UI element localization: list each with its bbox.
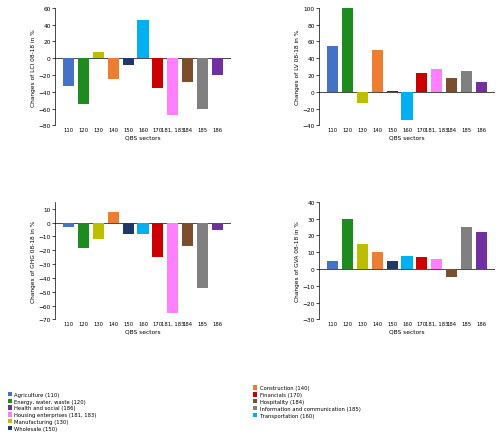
Bar — [152, 223, 164, 258]
Bar — [182, 59, 193, 82]
Y-axis label: Changes of GVA 08-18 in %: Changes of GVA 08-18 in % — [294, 221, 300, 301]
Bar — [108, 59, 119, 80]
Y-axis label: Changes of GHG 08-18 in %: Changes of GHG 08-18 in % — [30, 220, 36, 302]
Bar — [342, 219, 353, 269]
Bar — [357, 92, 368, 103]
Bar — [446, 79, 457, 92]
Bar — [431, 259, 442, 269]
Bar — [78, 59, 89, 105]
Bar — [167, 223, 178, 313]
Bar — [416, 258, 428, 269]
Bar — [402, 256, 412, 269]
Bar — [152, 59, 164, 88]
Bar — [138, 223, 148, 234]
Bar — [197, 223, 208, 288]
Bar — [446, 269, 457, 278]
Bar — [372, 51, 383, 92]
Bar — [416, 74, 428, 92]
Bar — [342, 9, 353, 92]
Bar — [78, 223, 89, 248]
Legend: Agriculture (110), Energy, water, waste (120), Health and social (186), Housing : Agriculture (110), Energy, water, waste … — [8, 392, 97, 431]
Bar — [63, 223, 74, 227]
Bar — [372, 253, 383, 269]
X-axis label: QBS sectors: QBS sectors — [125, 135, 161, 140]
Bar — [63, 59, 74, 87]
Bar — [461, 227, 472, 269]
X-axis label: QBS sectors: QBS sectors — [389, 329, 425, 334]
Bar — [431, 70, 442, 92]
Y-axis label: Changes of LCI 08-18 in %: Changes of LCI 08-18 in % — [30, 28, 36, 106]
Bar — [212, 223, 223, 230]
Bar — [476, 233, 487, 269]
Bar — [327, 46, 338, 92]
Legend: Construction (140), Financials (170), Hospitality (184), Information and communi: Construction (140), Financials (170), Ho… — [252, 385, 360, 418]
Bar — [93, 223, 104, 240]
Bar — [476, 82, 487, 92]
Y-axis label: Changes of LV 08-18 in %: Changes of LV 08-18 in % — [294, 30, 300, 105]
Bar — [108, 212, 119, 223]
Bar — [182, 223, 193, 247]
Bar — [197, 59, 208, 110]
Bar — [167, 59, 178, 116]
Bar — [212, 59, 223, 76]
Bar — [327, 261, 338, 269]
Bar — [138, 21, 148, 59]
Bar — [357, 244, 368, 269]
Bar — [402, 92, 412, 120]
Bar — [122, 59, 134, 66]
Bar — [461, 72, 472, 92]
X-axis label: QBS sectors: QBS sectors — [389, 135, 425, 140]
Bar — [93, 53, 104, 59]
Bar — [122, 223, 134, 234]
X-axis label: QBS sectors: QBS sectors — [125, 329, 161, 334]
Bar — [386, 261, 398, 269]
